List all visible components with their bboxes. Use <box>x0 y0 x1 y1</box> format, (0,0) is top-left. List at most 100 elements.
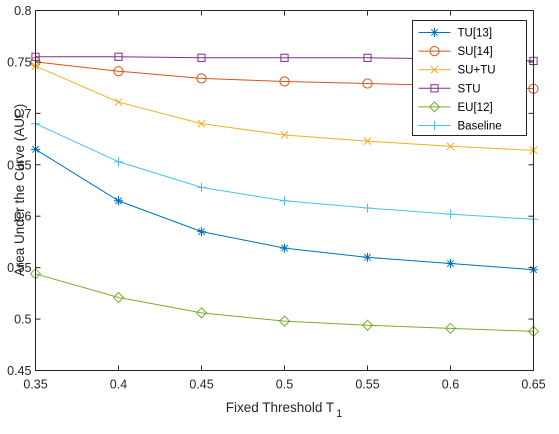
legend-marker-1-shape <box>429 46 440 57</box>
x-tick-label-4: 0.55 <box>355 378 379 392</box>
legend-marker-2 <box>430 65 439 74</box>
data-point-4-1-shape <box>112 291 125 304</box>
legend-marker-4 <box>428 101 441 113</box>
x-tick-label-6: 0.65 <box>521 378 545 392</box>
legend-marker-3 <box>430 84 439 93</box>
x-axis-title-subscript: 1 <box>336 408 342 420</box>
y-tick-label-2: 0.55 <box>7 261 31 275</box>
data-point-3-3 <box>280 53 289 62</box>
data-point-3-2 <box>197 53 206 62</box>
data-point-1-1 <box>113 66 124 77</box>
data-point-4-5 <box>444 322 457 335</box>
legend-marker-3-shape <box>430 84 439 93</box>
data-point-0-5-shape <box>446 259 455 269</box>
y-tick-label-7: 0.8 <box>14 4 31 18</box>
data-point-0-4-shape <box>363 252 372 262</box>
y-tick-label-5: 0.7 <box>14 107 31 121</box>
data-point-5-1-shape <box>114 157 123 167</box>
data-point-1-1-shape <box>113 66 124 77</box>
legend-label-1: SU[14] <box>458 46 493 58</box>
y-tick-label-3: 0.6 <box>14 210 31 224</box>
data-point-4-2-shape <box>195 307 208 319</box>
legend-entry-4: EU[12] <box>418 101 493 114</box>
data-point-2-1 <box>114 98 123 106</box>
data-point-3-4-shape <box>363 53 372 62</box>
y-tick-label-4: 0.65 <box>7 158 31 172</box>
data-point-2-5-shape <box>446 142 455 151</box>
data-point-5-4-shape <box>363 203 372 213</box>
data-point-0-4 <box>363 252 372 262</box>
legend-label-2: SU+TU <box>458 65 496 77</box>
data-point-5-3-shape <box>280 196 289 206</box>
data-point-4-3 <box>278 315 291 327</box>
legend-marker-1 <box>429 46 440 57</box>
data-point-0-1 <box>114 196 123 206</box>
data-point-1-2-shape <box>196 73 207 84</box>
legend-label-0: TU[13] <box>458 28 493 40</box>
legend-marker-2-shape <box>430 65 439 74</box>
y-tick-label-0: 0.45 <box>7 364 31 378</box>
data-point-2-3 <box>280 131 289 139</box>
data-point-4-5-shape <box>444 322 457 335</box>
data-point-2-4-shape <box>363 137 372 146</box>
data-point-3-4 <box>363 53 372 62</box>
data-point-1-3-shape <box>279 76 290 87</box>
data-point-1-4-shape <box>362 78 373 89</box>
data-point-0-1-shape <box>114 196 123 206</box>
data-point-1-3 <box>279 76 290 87</box>
data-point-5-4 <box>363 203 372 213</box>
data-point-0-3-shape <box>280 243 289 253</box>
data-point-4-2 <box>195 307 208 319</box>
data-point-2-2-shape <box>197 119 206 128</box>
data-point-0-2-shape <box>197 227 206 237</box>
data-point-5-1 <box>114 157 123 167</box>
x-tick-label-1: 0.4 <box>110 378 127 392</box>
data-point-1-2 <box>196 73 207 84</box>
x-tick-label-2: 0.45 <box>189 378 213 392</box>
data-point-1-4 <box>362 78 373 89</box>
legend-entry-3: STU <box>418 83 481 95</box>
legend-label-3: STU <box>458 83 481 95</box>
legend-entry-5: Baseline <box>418 121 502 133</box>
data-point-4-1 <box>112 291 125 304</box>
series-5 <box>31 119 538 224</box>
data-point-2-5 <box>446 142 455 151</box>
data-point-0-5 <box>446 259 455 269</box>
data-point-4-4-shape <box>361 319 374 331</box>
data-point-2-2 <box>197 119 206 128</box>
y-tick-label-6: 0.75 <box>7 55 31 69</box>
data-point-2-4 <box>363 137 372 146</box>
data-point-0-3 <box>280 243 289 253</box>
data-point-2-3-shape <box>280 131 289 139</box>
data-point-5-3 <box>280 196 289 206</box>
data-point-5-2 <box>197 182 206 192</box>
data-point-3-2-shape <box>197 53 206 62</box>
x-tick-label-0: 0.35 <box>23 378 47 392</box>
legend-marker-4-shape <box>428 101 441 113</box>
legend-marker-5-shape <box>430 121 439 130</box>
series-line-4 <box>35 273 534 332</box>
x-tick-label-3: 0.5 <box>276 378 293 392</box>
ticks-layer: 0.35 0.4 0.45 0.5 0.55 0.6 0.65 0.45 0.5 0.55 0.6 0… <box>7 4 546 392</box>
y-axis-title: Area Under the Curve (AUC) <box>12 104 27 277</box>
legend-entry-2: SU+TU <box>418 65 496 77</box>
data-point-2-1-shape <box>114 98 123 106</box>
legend-marker-5 <box>430 121 439 130</box>
legend-entry-0: TU[13] <box>418 28 493 40</box>
y-tick-label-1: 0.5 <box>14 313 31 327</box>
legend-marker-0 <box>430 28 439 37</box>
data-point-4-4 <box>361 319 374 331</box>
data-point-0-2 <box>197 227 206 237</box>
data-point-3-1 <box>114 52 123 61</box>
legend-marker-0-shape <box>430 28 439 37</box>
data-point-5-5-shape <box>446 209 455 219</box>
data-point-4-3-shape <box>278 315 291 327</box>
data-point-3-3-shape <box>280 53 289 62</box>
legend-entry-1: SU[14] <box>418 46 493 58</box>
data-point-3-1-shape <box>114 52 123 61</box>
legend-label-5: Baseline <box>458 121 502 133</box>
legend: TU[13] SU[14] SU+TU STU EU[12] Baseline <box>412 20 527 136</box>
